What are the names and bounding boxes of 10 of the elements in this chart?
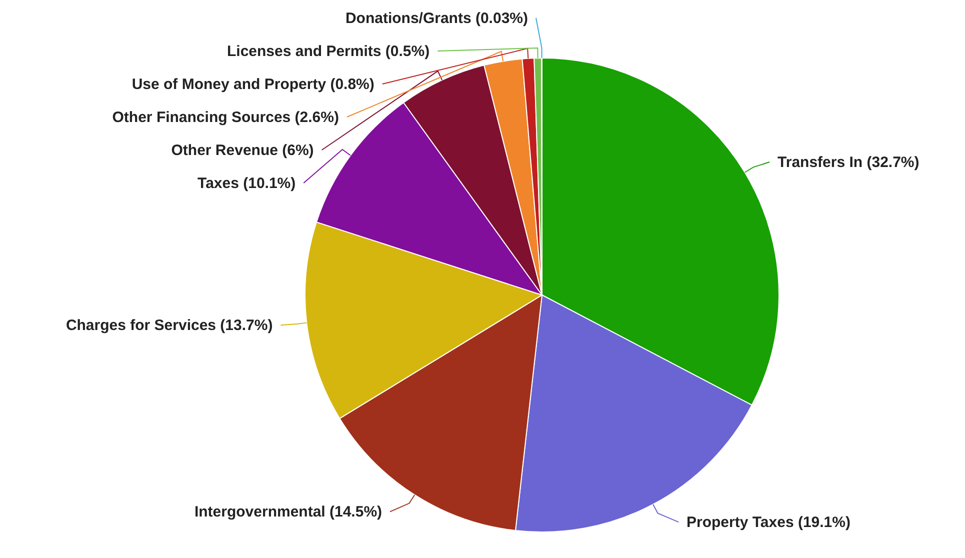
slice-label: Donations/Grants (0.03%) [345, 10, 528, 27]
slice-label: Other Revenue (6%) [171, 142, 314, 159]
slice-label: Other Financing Sources (2.6%) [112, 109, 339, 126]
slice-label: Licenses and Permits (0.5%) [226, 43, 430, 60]
slice-label: Taxes (10.1%) [198, 175, 296, 192]
slice-label: Transfers In (32.7%) [778, 154, 920, 172]
slice-label: Charges for Services (13.7%) [66, 317, 273, 334]
slice-label: Property Taxes (19.1%) [686, 514, 850, 532]
slice-label: Intergovernmental (14.5%) [194, 504, 382, 521]
slice-label: Use of Money and Property (0.8%) [132, 76, 374, 93]
